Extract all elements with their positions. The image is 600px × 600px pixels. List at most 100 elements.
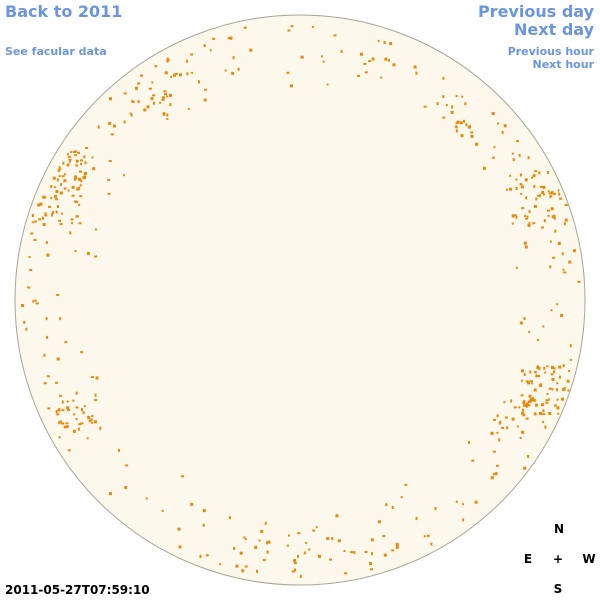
facula	[442, 95, 445, 99]
facula	[56, 357, 60, 361]
facula	[460, 134, 464, 138]
facula	[63, 425, 66, 429]
facula	[528, 210, 531, 214]
facula	[492, 473, 495, 476]
facula	[92, 167, 96, 171]
facula	[56, 178, 59, 181]
facula	[190, 53, 194, 56]
facula	[492, 450, 496, 453]
facula	[44, 214, 48, 217]
facula	[509, 187, 513, 191]
facula	[549, 240, 552, 243]
facula	[471, 459, 475, 462]
facula	[300, 55, 304, 59]
facula	[511, 417, 515, 421]
facula	[54, 195, 58, 198]
facula	[350, 551, 354, 554]
back-link[interactable]: Back to 2011	[5, 2, 123, 21]
facula	[90, 376, 94, 379]
facula	[60, 420, 63, 424]
facula	[67, 449, 71, 452]
facula	[445, 104, 448, 106]
facula	[519, 183, 523, 186]
facula	[389, 42, 393, 46]
facula	[57, 169, 60, 172]
facula	[359, 52, 363, 56]
facula	[343, 550, 346, 552]
facula	[523, 373, 526, 376]
next-hour-link[interactable]: Next hour	[532, 58, 595, 71]
facula	[137, 82, 141, 85]
facula	[67, 409, 71, 412]
facula	[297, 554, 299, 558]
previous-hour-link[interactable]: Previous hour	[507, 45, 594, 58]
facula	[235, 564, 239, 568]
facula	[85, 147, 89, 149]
facula	[516, 425, 519, 428]
facula	[55, 381, 59, 384]
compass-east: E	[523, 552, 533, 566]
next-day-link[interactable]: Next day	[514, 20, 594, 39]
facular-link[interactable]: See facular data	[5, 45, 107, 58]
facula	[228, 516, 231, 520]
facula	[58, 219, 62, 222]
facula	[108, 160, 112, 162]
facula	[533, 388, 537, 392]
timestamp: 2011-05-27T07:59:10	[5, 583, 150, 597]
facula	[521, 379, 523, 382]
facula	[162, 112, 166, 116]
facula	[31, 221, 34, 224]
facula	[451, 105, 454, 109]
facula	[153, 101, 155, 105]
facula	[71, 222, 73, 225]
facula	[224, 69, 227, 72]
facula	[289, 84, 293, 88]
facula	[163, 90, 167, 93]
facula	[140, 74, 143, 77]
facula	[510, 399, 513, 403]
facula	[186, 72, 189, 76]
facula	[63, 187, 67, 190]
facula	[541, 226, 544, 229]
facula	[357, 74, 360, 77]
facula	[521, 411, 525, 415]
facula	[74, 177, 78, 180]
facula	[79, 170, 82, 173]
facula	[551, 378, 555, 381]
facula	[55, 210, 58, 214]
facula	[493, 418, 496, 421]
facula	[231, 71, 235, 75]
facula	[527, 404, 531, 407]
facula	[371, 552, 373, 556]
previous-day-link[interactable]: Previous day	[477, 2, 594, 21]
facula	[64, 341, 68, 344]
facula	[551, 365, 554, 369]
facula	[515, 178, 518, 181]
facula	[541, 403, 545, 407]
facula	[66, 164, 69, 167]
facula	[75, 159, 79, 162]
facula	[51, 213, 53, 217]
facula	[557, 189, 560, 192]
facula	[532, 398, 536, 402]
facula	[178, 545, 182, 549]
facula	[430, 542, 433, 546]
facula	[552, 367, 556, 370]
facula	[543, 219, 546, 223]
facula	[499, 420, 502, 424]
facula	[75, 164, 79, 167]
facula	[294, 568, 296, 572]
facula	[455, 125, 458, 129]
facula	[563, 271, 567, 274]
facula	[46, 335, 49, 339]
facula	[32, 214, 35, 217]
facula	[541, 191, 545, 194]
facula	[112, 124, 116, 128]
facula	[322, 60, 325, 63]
facula	[461, 503, 464, 506]
facula	[260, 529, 264, 533]
facula	[378, 520, 381, 524]
facula	[442, 76, 445, 80]
facula	[533, 371, 537, 374]
facula	[232, 56, 235, 60]
